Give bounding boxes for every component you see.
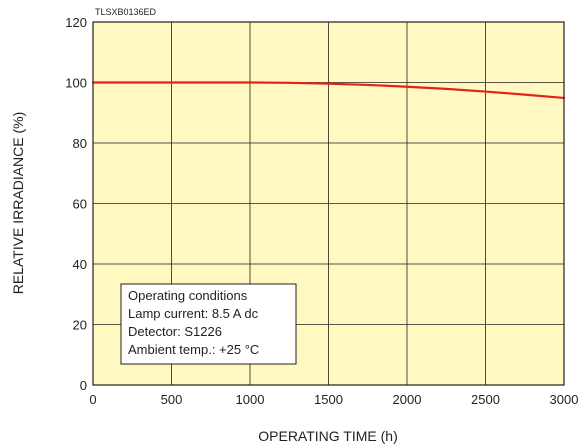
y-axis-title: RELATIVE IRRADIANCE (%) <box>10 112 26 295</box>
y-tick-label: 80 <box>73 136 87 151</box>
note-line-title: Operating conditions <box>128 288 248 303</box>
note-box-frame <box>120 283 297 365</box>
series-layer <box>91 81 566 100</box>
x-tick-label: 1000 <box>236 392 265 407</box>
x-tick-labels: 0 500 1000 1500 2000 2500 3000 <box>89 392 578 407</box>
y-tick-label: 0 <box>80 378 87 393</box>
x-tick-label: 3000 <box>550 392 579 407</box>
y-tick-label: 60 <box>73 197 87 212</box>
x-tick-label: 0 <box>89 392 96 407</box>
operating-conditions-box: Operating conditions Lamp current: 8.5 A… <box>120 283 297 365</box>
x-axis-title: OPERATING TIME (h) <box>258 428 398 444</box>
irradiance-series-line <box>91 81 566 100</box>
y-tick-labels: 0 20 40 60 80 100 120 <box>65 15 87 393</box>
y-tick-label: 100 <box>65 76 87 91</box>
note-line-detector: Detector: S1226 <box>128 324 222 339</box>
x-tick-label: 2000 <box>393 392 422 407</box>
y-tick-label: 20 <box>73 318 87 333</box>
y-tick-label: 120 <box>65 15 87 30</box>
note-line-lamp-current: Lamp current: 8.5 A dc <box>128 306 259 321</box>
x-tick-label: 500 <box>161 392 183 407</box>
plot-frame <box>92 21 565 386</box>
x-tick-label: 2500 <box>471 392 500 407</box>
note-line-ambient-temp: Ambient temp.: +25 °C <box>128 342 259 357</box>
x-tick-label: 1500 <box>314 392 343 407</box>
y-tick-label: 40 <box>73 257 87 272</box>
chart-code-label: TLSXB0136ED <box>95 7 157 17</box>
